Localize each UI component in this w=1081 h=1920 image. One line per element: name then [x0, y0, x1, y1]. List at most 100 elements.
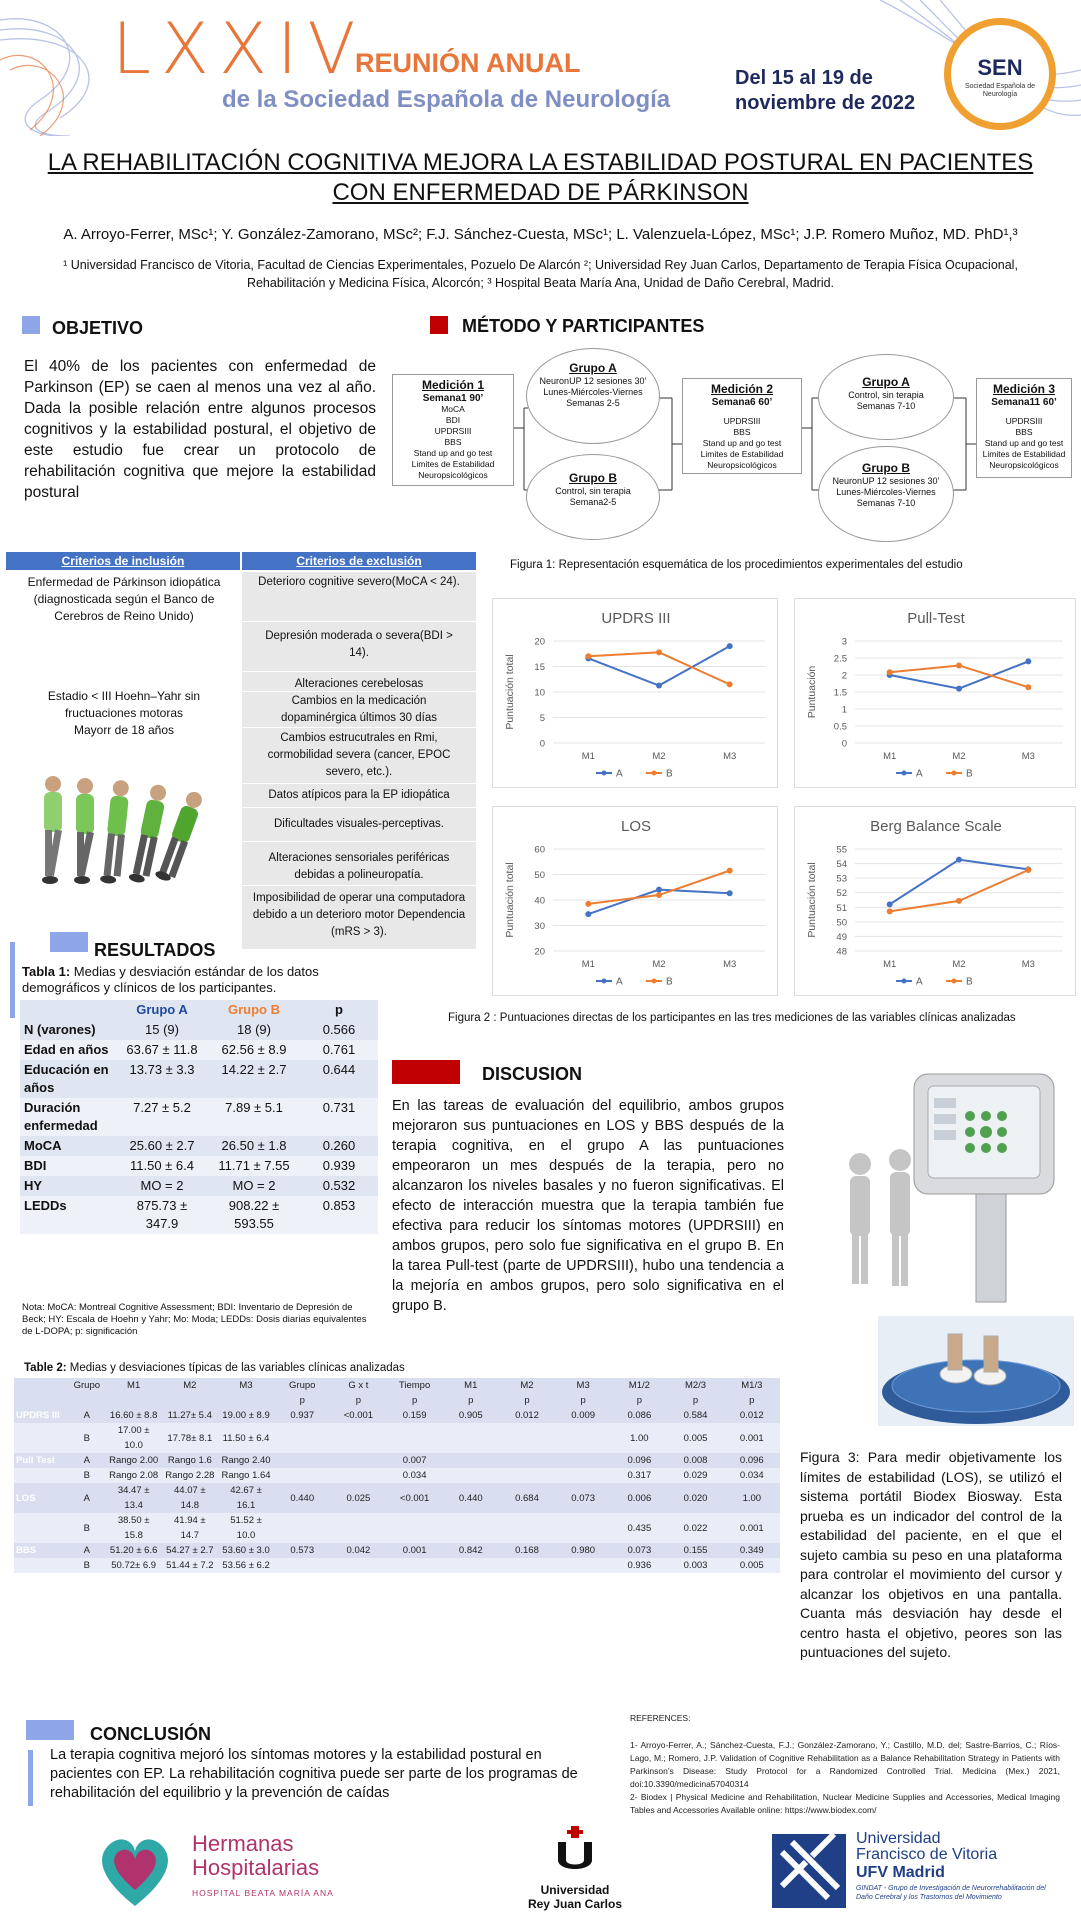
chart-data-point — [956, 662, 962, 669]
chart-data-point — [656, 886, 662, 893]
objetivo-marker — [22, 316, 40, 334]
chart-y-tick-label: 48 — [836, 947, 847, 958]
table-cell — [14, 1378, 69, 1393]
table-cell — [274, 1468, 331, 1483]
chart-y-axis-label: Puntuación total — [504, 654, 516, 729]
chart-legend-label: A — [616, 977, 623, 988]
table-cell: M1/3 — [723, 1378, 780, 1393]
table-cell: Rango 2.28 — [161, 1468, 218, 1483]
medicion-1-item: BDI — [445, 415, 461, 425]
table-row-label: BDI — [20, 1156, 116, 1176]
person-silhouette — [849, 1153, 871, 1284]
exclusion-item: Cambios estrucutrales en Rmi, cormobilid… — [242, 728, 476, 784]
inclusion-item: Estadio < III Hoehn–Yahr sin fructuacion… — [47, 689, 201, 720]
table-cell: 0.008 — [667, 1453, 724, 1468]
chart-y-tick-label: 1.5 — [834, 688, 847, 699]
table-cell — [442, 1468, 499, 1483]
table-row: LOS A 34.47 ± 13.4 44.07 ± 14.8 42.67 ± 16.1… — [14, 1483, 780, 1513]
chart-legend-label: B — [666, 769, 673, 780]
walker-figure — [128, 784, 167, 883]
medicion-3-item: BBS — [1015, 427, 1033, 437]
medicion-3-week: Semana11 60’ — [991, 397, 1057, 408]
exclusion-header: Criterios de exclusión — [242, 552, 476, 570]
chart-title: LOS — [621, 818, 651, 835]
table-cell: <0.001 — [330, 1408, 387, 1423]
table-cell: 0.980 — [555, 1543, 612, 1558]
medicion-3-item: UPDRSIII — [1005, 416, 1043, 426]
table-row-label: MoCA — [20, 1136, 116, 1156]
table-row: HY MO = 2 MO = 2 0.532 — [20, 1176, 378, 1196]
table-cell: p — [274, 1393, 331, 1408]
table-cell: 54.27 ± 2.7 — [161, 1543, 218, 1558]
table-cell: B — [68, 1558, 106, 1573]
table-cell: 0.096 — [611, 1453, 668, 1468]
table-cell: p — [386, 1393, 443, 1408]
ufv-line-1: Universidad — [856, 1830, 941, 1847]
grupo-b-1-ellipse: Grupo B Control, sin terapia Semana2-5 — [526, 454, 660, 540]
table-cell: 17.78± 8.1 — [161, 1423, 218, 1453]
table-row-label: LEDDs — [20, 1196, 116, 1234]
table-cell: MO = 2 — [116, 1176, 208, 1196]
table-cell — [442, 1558, 499, 1573]
sen-logo-subtext: Sociedad Española de Neurología — [964, 83, 1036, 98]
chart-y-tick-label: 53 — [836, 874, 847, 885]
chart-pull-test: Pull-Test Puntuación 0 0.5 1 1.5 2 2.5 3 M1 M2 M3 A B — [794, 598, 1076, 788]
table-cell — [498, 1468, 556, 1483]
objetivo-text: El 40% de los pacientes con enfermedad d… — [24, 358, 376, 501]
chart-x-tick-label: M2 — [652, 751, 665, 762]
table-cell — [555, 1468, 612, 1483]
table-cell: 44.07 ± 14.8 — [161, 1483, 218, 1513]
chart-data-point — [726, 867, 733, 874]
table-cell: 42.67 ± 16.1 — [217, 1483, 275, 1513]
chart-data-point — [1025, 866, 1032, 873]
exclusion-item: Imposibilidad de operar una computadora … — [242, 886, 476, 950]
table-cell: 0.096 — [723, 1453, 780, 1468]
table-cell: 0.349 — [723, 1543, 780, 1558]
grupo-a-1-line: Lunes-Miércoles-Viernes — [543, 387, 643, 397]
chart-legend-label: A — [916, 977, 923, 988]
table-cell — [330, 1513, 387, 1543]
chart-y-axis-label: Puntuación total — [504, 862, 516, 937]
walker-figure — [100, 780, 129, 884]
chart-y-tick-label: 0 — [540, 739, 545, 750]
chart-data-point — [886, 908, 893, 915]
table-cell: B — [68, 1423, 106, 1453]
table-cell: 0.005 — [723, 1558, 780, 1573]
table-cell: M2 — [161, 1378, 218, 1393]
chart-los: LOS Puntuación total 20 30 40 50 60 M1 M2 M3 A B — [492, 806, 778, 996]
chart-y-tick-label: 52 — [836, 888, 847, 899]
table-cell: 51.44 ± 7.2 — [161, 1558, 218, 1573]
ufv-logo: Universidad Francisco de Vitoria UFV Mad… — [772, 1830, 1072, 1914]
exclusion-item: Cambios en la medicación dopaminérgica ú… — [242, 692, 476, 728]
medicion-3-box: Medición 3 Semana11 60’ UPDRSIII BBS Sta… — [976, 378, 1072, 478]
table-row-label: Pull Test — [14, 1453, 69, 1468]
table-row: BDI 11.50 ± 6.4 11.71 ± 7.55 0.939 — [20, 1156, 378, 1176]
chart-data-point — [656, 682, 662, 689]
grupo-a-2-ellipse: Grupo A Control, sin terapia Semanas 7-1… — [818, 354, 954, 440]
table-cell — [386, 1558, 443, 1573]
medicion-2-item: Neuropsicológicos — [707, 460, 777, 470]
table-cell: 0.260 — [300, 1136, 378, 1156]
chart-x-tick-label: M1 — [582, 751, 595, 762]
table-cell: p — [555, 1393, 612, 1408]
table-cell: 38.50 ± 15.8 — [105, 1513, 162, 1543]
chart-legend-marker — [901, 978, 907, 984]
chart-legend-label: A — [916, 769, 923, 780]
table-2-label: Table 2: — [24, 1362, 67, 1374]
method-diagram: Medición 1 Semana1 90’ MoCA BDI UPDRSIII… — [392, 348, 1074, 548]
table-cell: Grupo — [274, 1378, 331, 1393]
metodo-heading: MÉTODO Y PARTICIPANTES — [462, 316, 705, 336]
table-cell: 51.52 ± 10.0 — [217, 1513, 275, 1543]
chart-y-tick-label: 2.5 — [834, 654, 847, 665]
table-cell — [498, 1513, 556, 1543]
table-row: B 17.00 ± 10.0 17.78± 8.1 11.50 ± 6.4 1.00 0.… — [14, 1423, 780, 1453]
table-cell: 62.56 ± 8.9 — [208, 1040, 300, 1060]
hh-line-2: Hospitalarias — [192, 1855, 320, 1880]
medicion-1-item: Neuropsicológicos — [418, 470, 488, 480]
chart-data-point — [726, 681, 733, 688]
table-cell — [274, 1513, 331, 1543]
table-row-label: Duración enfermedad — [20, 1098, 116, 1136]
chart-y-tick-label: 55 — [836, 845, 847, 856]
table-row-label: HY — [20, 1176, 116, 1196]
table-row-label — [14, 1468, 69, 1483]
